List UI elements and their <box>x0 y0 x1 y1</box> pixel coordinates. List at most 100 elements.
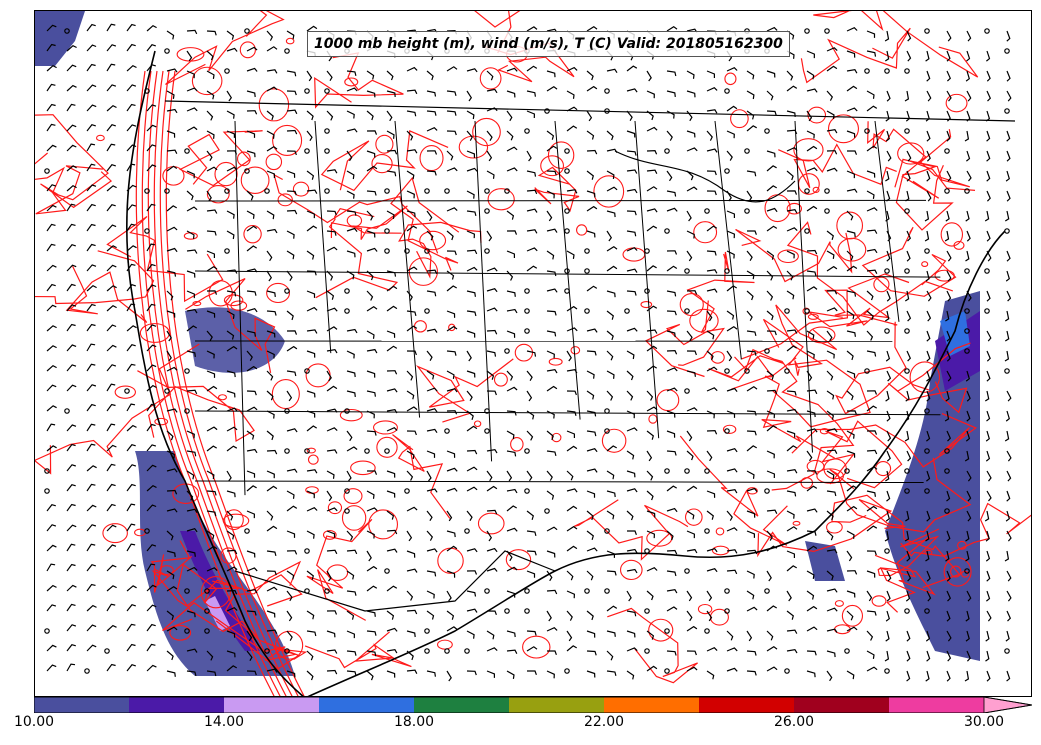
wind-barb <box>366 610 376 617</box>
wind-barb <box>726 630 734 641</box>
calm-wind-marker <box>964 328 970 334</box>
wind-barb <box>586 510 594 521</box>
wind-barb <box>904 290 910 302</box>
wind-barb <box>246 630 253 642</box>
wind-barb <box>986 250 992 262</box>
wind-barb <box>506 410 517 416</box>
wind-barb <box>904 90 910 102</box>
wind-barb <box>386 130 395 139</box>
wind-barb <box>546 610 552 622</box>
calm-wind-marker <box>984 268 990 274</box>
wind-barb <box>186 290 196 299</box>
calm-wind-marker <box>904 608 910 614</box>
wind-barb <box>766 530 773 541</box>
state-border <box>194 410 941 416</box>
wind-barb <box>826 650 836 658</box>
wind-barb <box>246 225 258 232</box>
colorbar-segment <box>699 697 795 713</box>
calm-wind-marker <box>164 188 170 194</box>
wind-barb <box>986 590 991 602</box>
wind-barb <box>826 265 838 272</box>
wind-barb <box>786 390 797 396</box>
wind-barb <box>506 67 518 72</box>
isotherm-contour <box>368 509 399 540</box>
calm-wind-marker <box>244 168 250 174</box>
wind-barb <box>586 205 598 212</box>
wind-barb <box>806 50 816 59</box>
wind-barb <box>246 390 257 396</box>
wind-barb <box>526 390 533 402</box>
wind-barb <box>486 267 498 272</box>
wind-barb <box>446 388 458 393</box>
wind-barb <box>606 265 618 272</box>
wind-barb <box>126 643 136 652</box>
wind-barb <box>446 310 456 318</box>
wind-barb <box>186 550 196 557</box>
isotherm-contour <box>827 114 859 144</box>
calm-wind-marker <box>704 628 710 634</box>
wind-barb <box>866 449 878 455</box>
wind-barb <box>686 147 698 152</box>
wind-barb <box>546 570 553 582</box>
wind-barb <box>806 286 818 292</box>
wind-barb <box>126 64 137 72</box>
wind-barb <box>966 170 972 182</box>
state-border <box>794 120 813 453</box>
wind-barb <box>446 626 458 632</box>
wind-barb <box>206 330 213 341</box>
wind-barb <box>366 290 374 301</box>
wind-barb <box>266 330 276 338</box>
wind-barb <box>186 430 195 439</box>
wind-barb <box>306 570 314 580</box>
wind-barb <box>206 530 215 540</box>
wind-barb <box>566 250 575 259</box>
isotherm-contour <box>344 77 359 87</box>
wind-barb <box>426 170 437 176</box>
wind-barb <box>146 324 157 332</box>
wind-barb <box>706 548 718 553</box>
wind-barb <box>706 590 713 602</box>
wind-barb <box>826 588 838 593</box>
wind-barb <box>666 250 678 255</box>
wind-barb <box>146 364 157 372</box>
wind-barb <box>786 469 798 474</box>
wind-barb <box>986 190 991 202</box>
wind-barb <box>1006 450 1012 462</box>
calm-wind-marker <box>484 248 490 254</box>
wind-barb <box>66 484 76 492</box>
isotherm-contour <box>330 205 408 240</box>
isotherm-contour <box>957 540 967 550</box>
wind-barb <box>366 230 376 238</box>
wind-barb <box>426 470 432 482</box>
wind-barb <box>246 268 258 273</box>
wind-barb <box>246 67 258 72</box>
wind-barb <box>386 470 396 478</box>
wind-barb <box>66 424 77 432</box>
calm-wind-marker <box>524 328 530 334</box>
wind-barb <box>646 365 658 372</box>
wind-barb <box>266 130 275 139</box>
wind-barb <box>526 410 535 420</box>
wind-barb <box>846 505 858 512</box>
wind-barb <box>446 510 453 522</box>
wind-barb <box>226 490 236 498</box>
wind-barb <box>1006 30 1011 42</box>
calm-wind-marker <box>804 228 810 234</box>
wind-barb <box>306 425 318 432</box>
wind-barb <box>306 25 318 32</box>
wind-barb <box>706 410 715 419</box>
wind-barb <box>366 670 374 681</box>
isotherm-contour <box>437 547 464 574</box>
calm-wind-marker <box>964 188 970 194</box>
wind-barb <box>406 290 413 301</box>
wind-barb <box>546 190 555 199</box>
wind-barb <box>126 163 136 172</box>
wind-barb <box>86 284 97 292</box>
wind-barb <box>766 330 777 336</box>
wind-barb <box>626 390 634 401</box>
wind-barb <box>86 63 96 72</box>
calm-wind-marker <box>184 628 190 634</box>
wind-barb <box>846 485 857 492</box>
wind-barb <box>905 510 910 522</box>
wind-barb <box>806 167 818 172</box>
